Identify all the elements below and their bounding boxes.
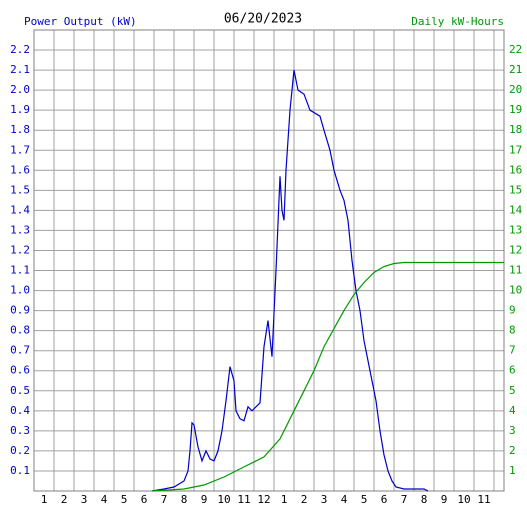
x-tick-label: 1	[41, 493, 48, 506]
x-tick-label: 2	[301, 493, 308, 506]
y2-tick-label: 5	[509, 384, 516, 397]
series-line	[151, 69, 429, 492]
y2-tick-label: 4	[509, 404, 516, 417]
x-tick-label: 3	[81, 493, 88, 506]
plot-area	[33, 29, 505, 492]
y-tick-label: 1.7	[10, 143, 30, 156]
y-tick-label: 0.6	[10, 364, 30, 377]
y2-tick-label: 12	[509, 243, 522, 256]
y2-tick-label: 7	[509, 344, 516, 357]
y-tick-label: 0.5	[10, 384, 30, 397]
y-tick-label: 1.5	[10, 183, 30, 196]
y-tick-label: 1.9	[10, 103, 30, 116]
x-tick-label: 7	[401, 493, 408, 506]
chart-title: 06/20/2023	[224, 12, 302, 27]
y2-tick-label: 2	[509, 444, 516, 457]
x-tick-label: 5	[361, 493, 368, 506]
x-tick-label: 6	[381, 493, 388, 506]
y-tick-label: 1.2	[10, 243, 30, 256]
x-tick-label: 2	[61, 493, 68, 506]
y2-tick-label: 16	[509, 163, 522, 176]
y2-tick-label: 18	[509, 123, 522, 136]
x-tick-label: 12	[257, 493, 270, 506]
x-tick-label: 9	[201, 493, 208, 506]
y-tick-label: 1.4	[10, 203, 30, 216]
x-tick-label: 7	[161, 493, 168, 506]
y2-tick-label: 14	[509, 203, 523, 216]
y2-tick-label: 17	[509, 143, 522, 156]
y-tick-label: 1.1	[10, 264, 30, 277]
y-tick-label: 1.8	[10, 123, 30, 136]
y2-tick-label: 8	[509, 324, 516, 337]
x-tick-label: 8	[421, 493, 428, 506]
y2-tick-label: 6	[509, 364, 516, 377]
y-tick-label: 0.2	[10, 444, 30, 457]
y-tick-label: 1.6	[10, 163, 30, 176]
y-tick-label: 0.9	[10, 304, 30, 317]
y-tick-label: 2.1	[10, 63, 30, 76]
x-tick-label: 1	[281, 493, 288, 506]
y2-tick-label: 20	[509, 83, 522, 96]
y-tick-label: 1.0	[10, 284, 30, 297]
x-tick-label: 11	[477, 493, 490, 506]
y-tick-label: 0.8	[10, 324, 30, 337]
y-tick-label: 2.2	[10, 43, 30, 56]
x-tick-label: 11	[237, 493, 250, 506]
y2-tick-label: 1	[509, 464, 516, 477]
y-tick-label: 1.3	[10, 223, 30, 236]
y-axis-label: Power Output (kW)	[24, 15, 137, 28]
y-tick-label: 0.7	[10, 344, 30, 357]
plot-border	[33, 29, 505, 492]
y-tick-label: 0.4	[10, 404, 30, 417]
y2-tick-label: 21	[509, 63, 522, 76]
x-tick-label: 10	[217, 493, 230, 506]
y2-tick-label: 22	[509, 43, 522, 56]
y-tick-label: 0.1	[10, 464, 30, 477]
x-tick-label: 5	[121, 493, 128, 506]
x-tick-label: 4	[101, 493, 108, 506]
y2-tick-label: 15	[509, 183, 522, 196]
y2-tick-label: 3	[509, 424, 516, 437]
x-tick-label: 8	[181, 493, 188, 506]
x-tick-label: 3	[321, 493, 328, 506]
y2-tick-label: 10	[509, 284, 522, 297]
x-tick-label: 9	[441, 493, 448, 506]
y2-tick-label: 9	[509, 304, 516, 317]
y2-tick-label: 13	[509, 223, 522, 236]
x-tick-label: 4	[341, 493, 348, 506]
y-tick-label: 2.0	[10, 83, 30, 96]
x-tick-label: 10	[457, 493, 470, 506]
y2-axis-label: Daily kW-Hours	[411, 15, 504, 28]
series-line	[151, 261, 504, 492]
y-tick-label: 0.3	[10, 424, 30, 437]
x-tick-label: 6	[141, 493, 148, 506]
y2-tick-label: 11	[509, 264, 522, 277]
y2-tick-label: 19	[509, 103, 522, 116]
